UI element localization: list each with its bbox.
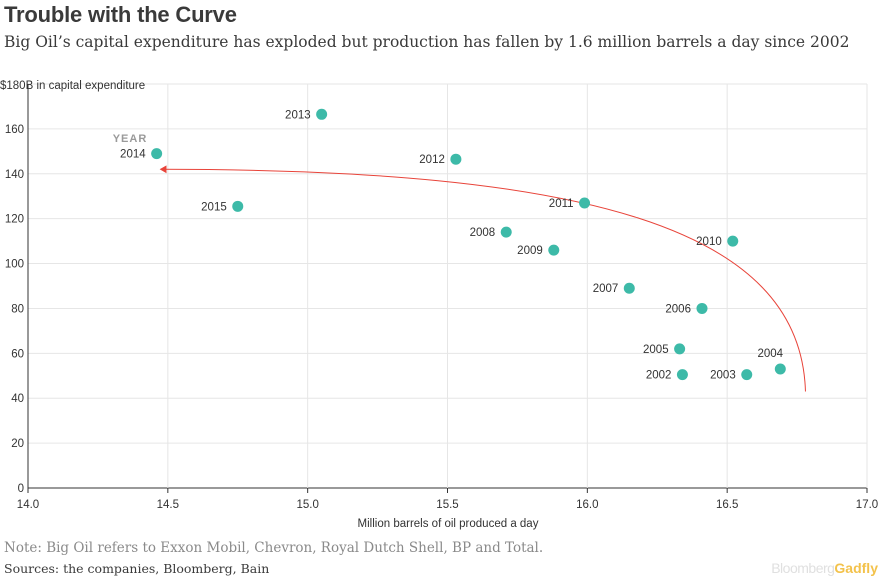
- data-label-2010: 2010: [696, 236, 722, 248]
- year-annotation: YEAR: [113, 133, 148, 145]
- y-tick-label: 100: [5, 259, 24, 271]
- footnote: Note: Big Oil refers to Exxon Mobil, Che…: [4, 540, 544, 556]
- data-label-2007: 2007: [593, 283, 619, 295]
- y-tick-label: 20: [11, 438, 24, 450]
- scatter-chart: 0 20 40 60 80 100 120 140 160 14.0 14.5 15.0 15.5 16.…: [0, 80, 878, 530]
- data-point-2006: [696, 302, 708, 314]
- brand-part-1: Bloomberg: [771, 560, 835, 576]
- data-label-2004: 2004: [758, 348, 784, 360]
- y-tick-label: 140: [5, 169, 24, 181]
- data-point-2005: [674, 343, 686, 355]
- y-tick-label: 0: [18, 483, 24, 495]
- data-point-2009: [548, 244, 560, 256]
- data-label-2003: 2003: [710, 370, 736, 382]
- x-tick-label: 15.0: [296, 499, 318, 511]
- chart-subtitle: Big Oil’s capital expenditure has explod…: [4, 33, 850, 51]
- data-point-2002: [676, 369, 688, 381]
- data-label-2006: 2006: [665, 303, 691, 315]
- data-label-2011: 2011: [549, 198, 574, 210]
- data-point-2004: [774, 363, 786, 375]
- y-tick-label: 60: [11, 348, 24, 360]
- data-label-2008: 2008: [470, 227, 496, 239]
- x-tick-label: 14.0: [17, 499, 39, 511]
- data-point-2003: [741, 369, 753, 381]
- sources: Sources: the companies, Bloomberg, Bain: [4, 561, 270, 576]
- data-label-2005: 2005: [643, 344, 669, 356]
- brand-logo: BloombergGadfly: [771, 560, 878, 576]
- x-tick-label: 16.0: [576, 499, 598, 511]
- data-point-2012: [450, 153, 462, 165]
- y-tick-label: 160: [5, 124, 24, 136]
- x-tick-label: 17.0: [856, 499, 878, 511]
- y-tick-label: 80: [11, 303, 24, 315]
- data-label-2012: 2012: [419, 154, 445, 166]
- y-tick-label: 120: [5, 214, 24, 226]
- y-axis-label: $180B in capital expenditure: [0, 80, 145, 92]
- data-point-2011: [579, 197, 591, 209]
- data-label-2014: 2014: [120, 149, 146, 161]
- x-tick-label: 14.5: [157, 499, 179, 511]
- chart-title: Trouble with the Curve: [4, 2, 237, 27]
- brand-part-2: Gadfly: [834, 560, 878, 576]
- data-point-2015: [232, 200, 244, 212]
- y-tick-label: 40: [11, 393, 24, 405]
- data-label-2015: 2015: [201, 201, 227, 213]
- data-label-2009: 2009: [517, 245, 543, 257]
- data-points: 2002 2003 2004 2005 2006 2007 2008 2009 2010 2011…: [120, 108, 786, 382]
- data-point-2014: [151, 148, 163, 160]
- data-point-2007: [623, 282, 635, 294]
- data-point-2013: [316, 108, 328, 120]
- trend-arrow: [159, 165, 806, 392]
- x-tick-label: 15.5: [436, 499, 458, 511]
- x-tick-label: 16.5: [716, 499, 738, 511]
- data-label-2013: 2013: [285, 109, 311, 121]
- data-point-2010: [727, 235, 739, 247]
- data-point-2008: [500, 226, 512, 238]
- grid-lines: [27, 83, 868, 489]
- x-axis-label: Million barrels of oil produced a day: [358, 518, 539, 530]
- data-label-2002: 2002: [646, 370, 672, 382]
- axes: 0 20 40 60 80 100 120 140 160 14.0 14.5 15.0 15.5 16.…: [5, 84, 878, 511]
